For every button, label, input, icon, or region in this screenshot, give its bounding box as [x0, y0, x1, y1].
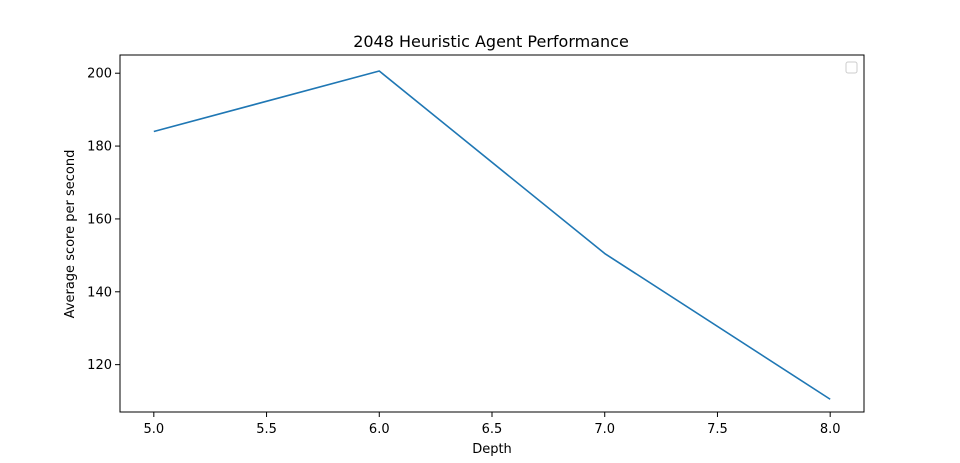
- plot-area: [120, 55, 864, 412]
- x-tick-label: 8.0: [820, 422, 841, 437]
- x-tick-label: 5.5: [256, 422, 277, 437]
- x-tick-label: 5.0: [143, 422, 164, 437]
- legend-box: [845, 61, 858, 74]
- x-tick-label: 6.0: [369, 422, 390, 437]
- series-layer: [153, 70, 831, 400]
- y-tick-label: 180: [87, 140, 112, 155]
- y-tick-label: 140: [87, 285, 112, 300]
- data-point: [830, 399, 831, 400]
- x-tick-label: 6.5: [482, 422, 503, 437]
- data-point: [604, 253, 605, 254]
- x-axis-ticks: 5.0 5.5 6.0 6.5 7.0 7.5 8.0: [143, 412, 841, 437]
- y-tick-label: 160: [87, 212, 112, 227]
- x-tick-label: 7.5: [707, 422, 728, 437]
- data-point: [153, 131, 154, 132]
- y-axis-label: Average score per second: [63, 150, 78, 319]
- chart-title: 2048 Heuristic Agent Performance: [353, 32, 629, 51]
- y-tick-label: 120: [87, 358, 112, 373]
- x-axis-label: Depth: [472, 442, 512, 457]
- y-axis-ticks: 120 140 160 180 200: [87, 67, 120, 373]
- plot-frame: [119, 54, 865, 413]
- series-line-0: [153, 70, 831, 400]
- data-point: [379, 71, 380, 72]
- x-tick-label: 7.0: [594, 422, 615, 437]
- y-tick-label: 200: [87, 67, 112, 82]
